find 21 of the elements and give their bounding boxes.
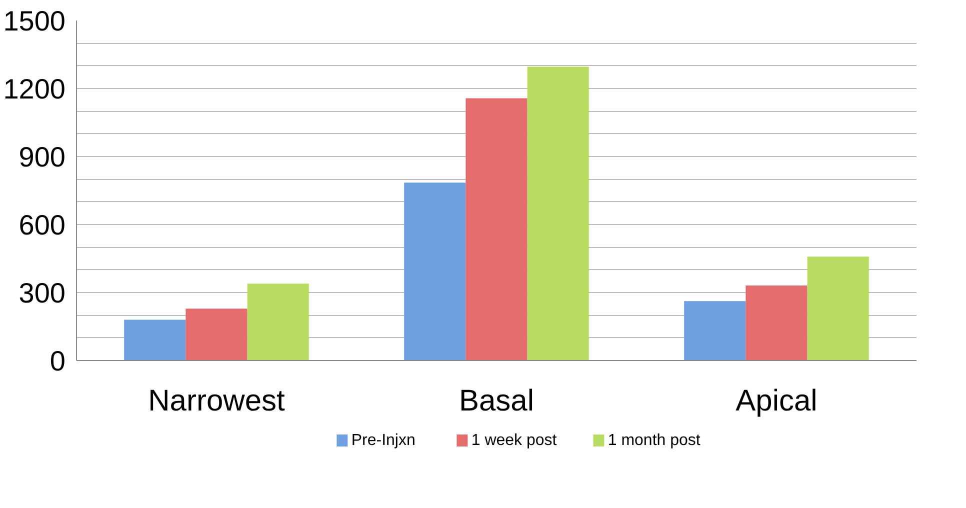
y-tick-label: 1500 bbox=[3, 6, 66, 36]
bar bbox=[124, 320, 186, 360]
bar bbox=[466, 98, 528, 360]
bar bbox=[527, 66, 589, 360]
legend-label: 1 week post bbox=[471, 432, 558, 449]
y-tick-label: 0 bbox=[50, 346, 66, 376]
y-tick-label: 600 bbox=[18, 210, 66, 240]
bar bbox=[807, 256, 869, 360]
x-tick-label: Apical bbox=[736, 384, 818, 418]
bar bbox=[247, 284, 309, 360]
y-tick-label: 300 bbox=[18, 278, 66, 308]
x-tick-label: Narrowest bbox=[148, 384, 286, 418]
bar bbox=[746, 285, 808, 360]
legend-label: 1 month post bbox=[608, 432, 701, 449]
legend-label: Pre-Injxn bbox=[351, 432, 416, 449]
bar bbox=[404, 182, 466, 360]
y-tick-label: 1200 bbox=[3, 74, 66, 104]
y-tick-label: 900 bbox=[18, 142, 66, 172]
bar bbox=[186, 308, 248, 360]
bar bbox=[684, 301, 746, 360]
x-tick-label: Basal bbox=[458, 384, 534, 418]
